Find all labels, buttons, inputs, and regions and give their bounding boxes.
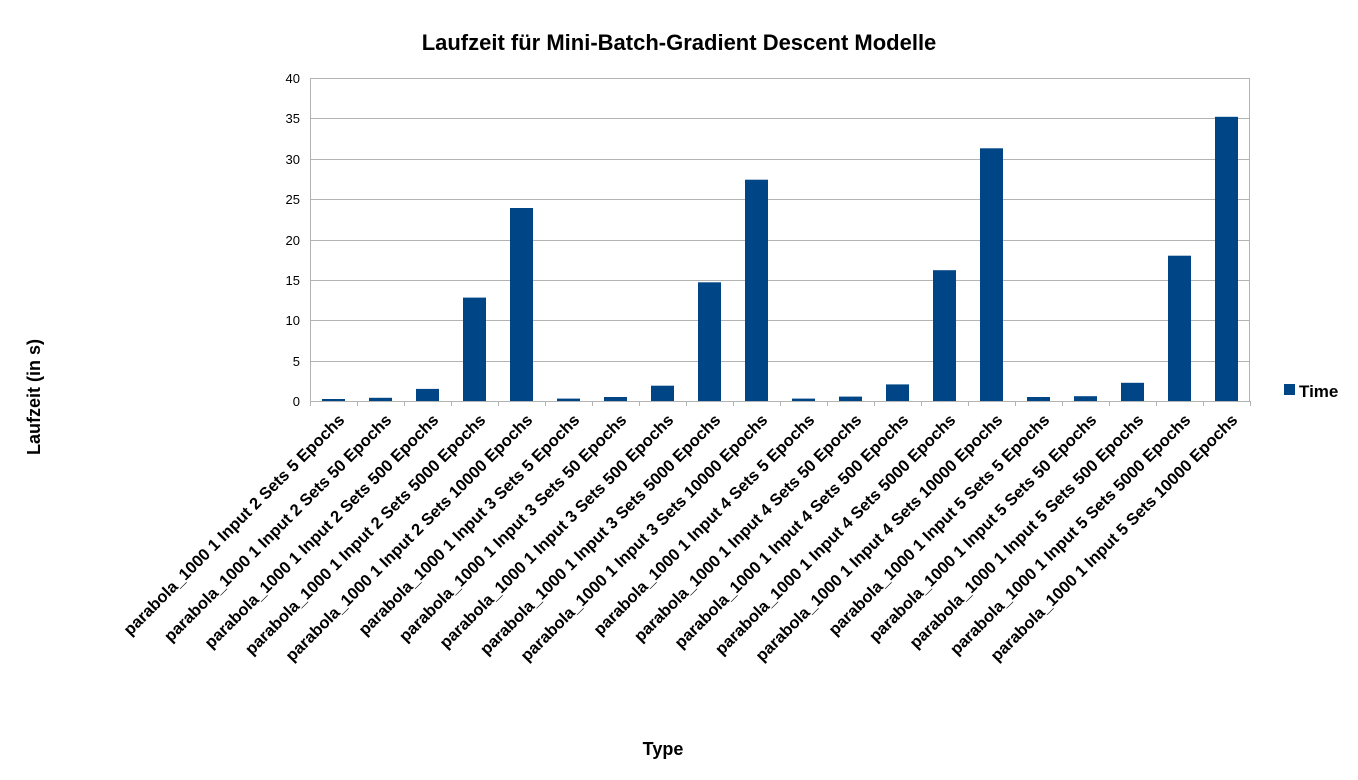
bar	[463, 297, 486, 401]
bar	[980, 148, 1003, 401]
gridlines	[310, 78, 1250, 402]
y-tick-label: 15	[286, 273, 300, 288]
x-axis-ticks: parabola_1000 1 Input 2 Sets 5 Epochspar…	[120, 411, 1241, 665]
x-tick-label: parabola_1000 1 Input 4 Sets 5 Epochs	[590, 411, 818, 639]
legend: Time	[1284, 382, 1338, 401]
chart-title: Laufzeit für Mini-Batch-Gradient Descent…	[422, 30, 937, 55]
bar	[886, 384, 909, 401]
bar	[839, 396, 862, 401]
bar	[933, 270, 956, 401]
y-tick-label: 5	[293, 354, 300, 369]
x-tick-label: parabola_1000 1 Input 3 Sets 5 Epochs	[355, 411, 583, 639]
y-tick-label: 25	[286, 192, 300, 207]
bar	[1121, 382, 1144, 401]
bar	[416, 388, 439, 401]
bar	[1074, 396, 1097, 401]
bar	[1027, 397, 1050, 401]
y-axis-ticks: 0 5 10 15 20 25 30 35 40	[286, 71, 300, 409]
bar	[651, 385, 674, 401]
legend-label: Time	[1299, 382, 1338, 401]
bar	[745, 179, 768, 401]
legend-swatch	[1284, 384, 1295, 395]
bar	[698, 282, 721, 401]
y-tick-label: 0	[293, 394, 300, 409]
bar	[322, 399, 345, 401]
y-tick-label: 10	[286, 313, 300, 328]
x-axis-title: Type	[643, 739, 684, 759]
y-tick-label: 20	[286, 233, 300, 248]
y-tick-label: 30	[286, 152, 300, 167]
y-tick-label: 35	[286, 111, 300, 126]
y-tick-label: 40	[286, 71, 300, 86]
bar	[369, 397, 392, 401]
x-axis	[310, 401, 1251, 406]
bars	[322, 116, 1238, 402]
bar	[604, 397, 627, 401]
y-axis-title: Laufzeit (in s)	[24, 339, 44, 455]
bar	[792, 398, 815, 401]
bar	[510, 208, 533, 401]
x-tick-label: parabola_1000 1 Input 5 Sets 5 Epochs	[825, 411, 1053, 639]
bar	[1168, 255, 1191, 401]
bar	[557, 398, 580, 401]
bar	[1215, 116, 1238, 402]
x-tick-label: parabola_1000 1 Input 2 Sets 5 Epochs	[120, 411, 348, 639]
